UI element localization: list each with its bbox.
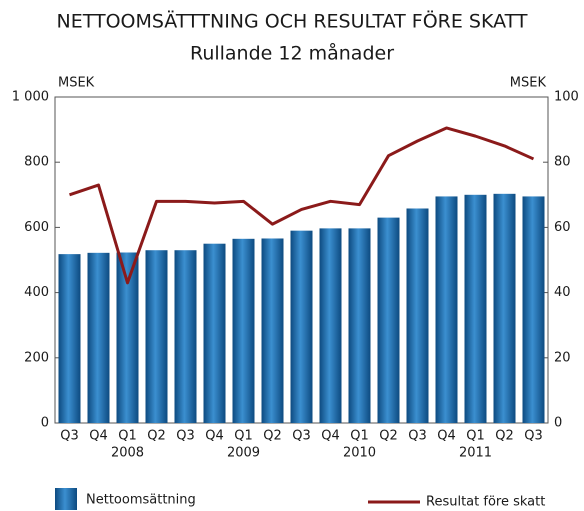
- chart-title: NETTOOMSÄTTTNING OCH RESULTAT FÖRE SKATT: [57, 10, 528, 33]
- x-tick-label: Q1: [350, 429, 369, 444]
- bar: [522, 196, 545, 423]
- x-tick-label: Q1: [234, 429, 253, 444]
- y2-tick-label: 100: [554, 90, 579, 105]
- x-tick-label: Q4: [321, 429, 340, 444]
- x-tick-label: Q1: [466, 429, 485, 444]
- bar: [87, 252, 110, 423]
- bar: [319, 228, 342, 423]
- x-tick-label: Q2: [147, 429, 166, 444]
- y-axis-label: MSEK: [58, 76, 95, 91]
- bar: [406, 208, 429, 423]
- y2-tick-label: 60: [554, 220, 571, 235]
- legend-label: Resultat före skatt: [426, 495, 545, 510]
- bar: [116, 252, 139, 423]
- bar: [174, 250, 197, 423]
- x-group-label: 2010: [343, 446, 376, 461]
- x-tick-label: Q3: [524, 429, 543, 444]
- legend-swatch: [55, 488, 77, 510]
- y2-tick-label: 80: [554, 155, 571, 170]
- x-tick-label: Q4: [437, 429, 456, 444]
- y2-axis-label: MSEK: [510, 76, 547, 91]
- x-tick-label: Q3: [292, 429, 311, 444]
- x-tick-label: Q4: [205, 429, 224, 444]
- bar: [493, 193, 516, 423]
- y-tick-label: 0: [41, 416, 49, 431]
- x-group-label: 2008: [111, 446, 144, 461]
- y-tick-label: 600: [24, 220, 49, 235]
- x-tick-label: Q3: [60, 429, 79, 444]
- y-tick-label: 200: [24, 350, 49, 365]
- bar: [348, 228, 371, 423]
- x-tick-label: Q2: [495, 429, 514, 444]
- y2-tick-label: 20: [554, 350, 571, 365]
- bar: [203, 243, 226, 423]
- x-group-label: 2009: [227, 446, 260, 461]
- x-tick-label: Q1: [118, 429, 137, 444]
- bar: [377, 217, 400, 423]
- y2-tick-label: 40: [554, 285, 571, 300]
- bar: [145, 250, 168, 423]
- legend-label: Nettoomsättning: [86, 493, 196, 508]
- x-group-label: 2011: [459, 446, 492, 461]
- y-tick-label: 400: [24, 285, 49, 300]
- bar: [58, 254, 81, 423]
- bar: [261, 238, 284, 423]
- bar: [435, 196, 458, 423]
- bar: [464, 194, 487, 423]
- chart-subtitle: Rullande 12 månader: [190, 42, 394, 65]
- y-tick-label: 1 000: [12, 90, 49, 105]
- line: [69, 126, 535, 285]
- y2-tick-label: 0: [554, 416, 562, 431]
- bar: [290, 230, 313, 423]
- x-tick-label: Q3: [176, 429, 195, 444]
- x-tick-label: Q3: [408, 429, 427, 444]
- bar: [232, 238, 255, 423]
- x-tick-label: Q4: [89, 429, 108, 444]
- x-tick-label: Q2: [263, 429, 282, 444]
- x-tick-label: Q2: [379, 429, 398, 444]
- y-tick-label: 800: [24, 155, 49, 170]
